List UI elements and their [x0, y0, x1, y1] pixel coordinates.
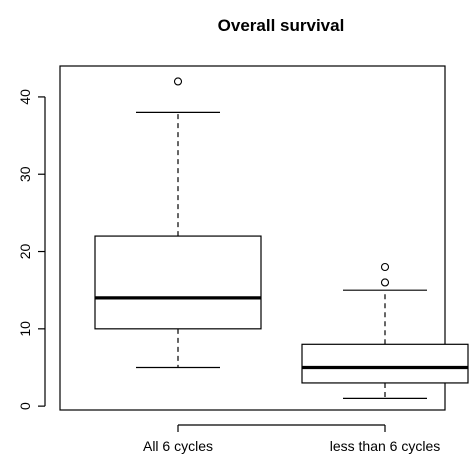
y-tick-label: 0 [17, 402, 33, 410]
chart-title: Overall survival [218, 16, 345, 35]
iqr-box [301, 343, 469, 384]
box-group [301, 262, 469, 400]
y-tick-label: 10 [17, 321, 33, 337]
outlier-point [380, 278, 390, 287]
y-tick-label: 40 [17, 89, 33, 105]
x-tick-label: less than 6 cycles [330, 438, 441, 454]
boxes [94, 77, 469, 400]
outlier-point [173, 77, 183, 86]
y-axis: 0 10 20 30 40 [17, 89, 46, 410]
y-tick-label: 20 [17, 244, 33, 260]
x-axis: All 6 cycles less than 6 cycles [143, 424, 441, 454]
iqr-box [94, 235, 262, 330]
outlier-point [380, 262, 390, 272]
box-group [94, 77, 262, 369]
plot-frame [59, 65, 446, 411]
y-tick-label: 30 [17, 166, 33, 182]
x-tick-label: All 6 cycles [143, 438, 213, 454]
